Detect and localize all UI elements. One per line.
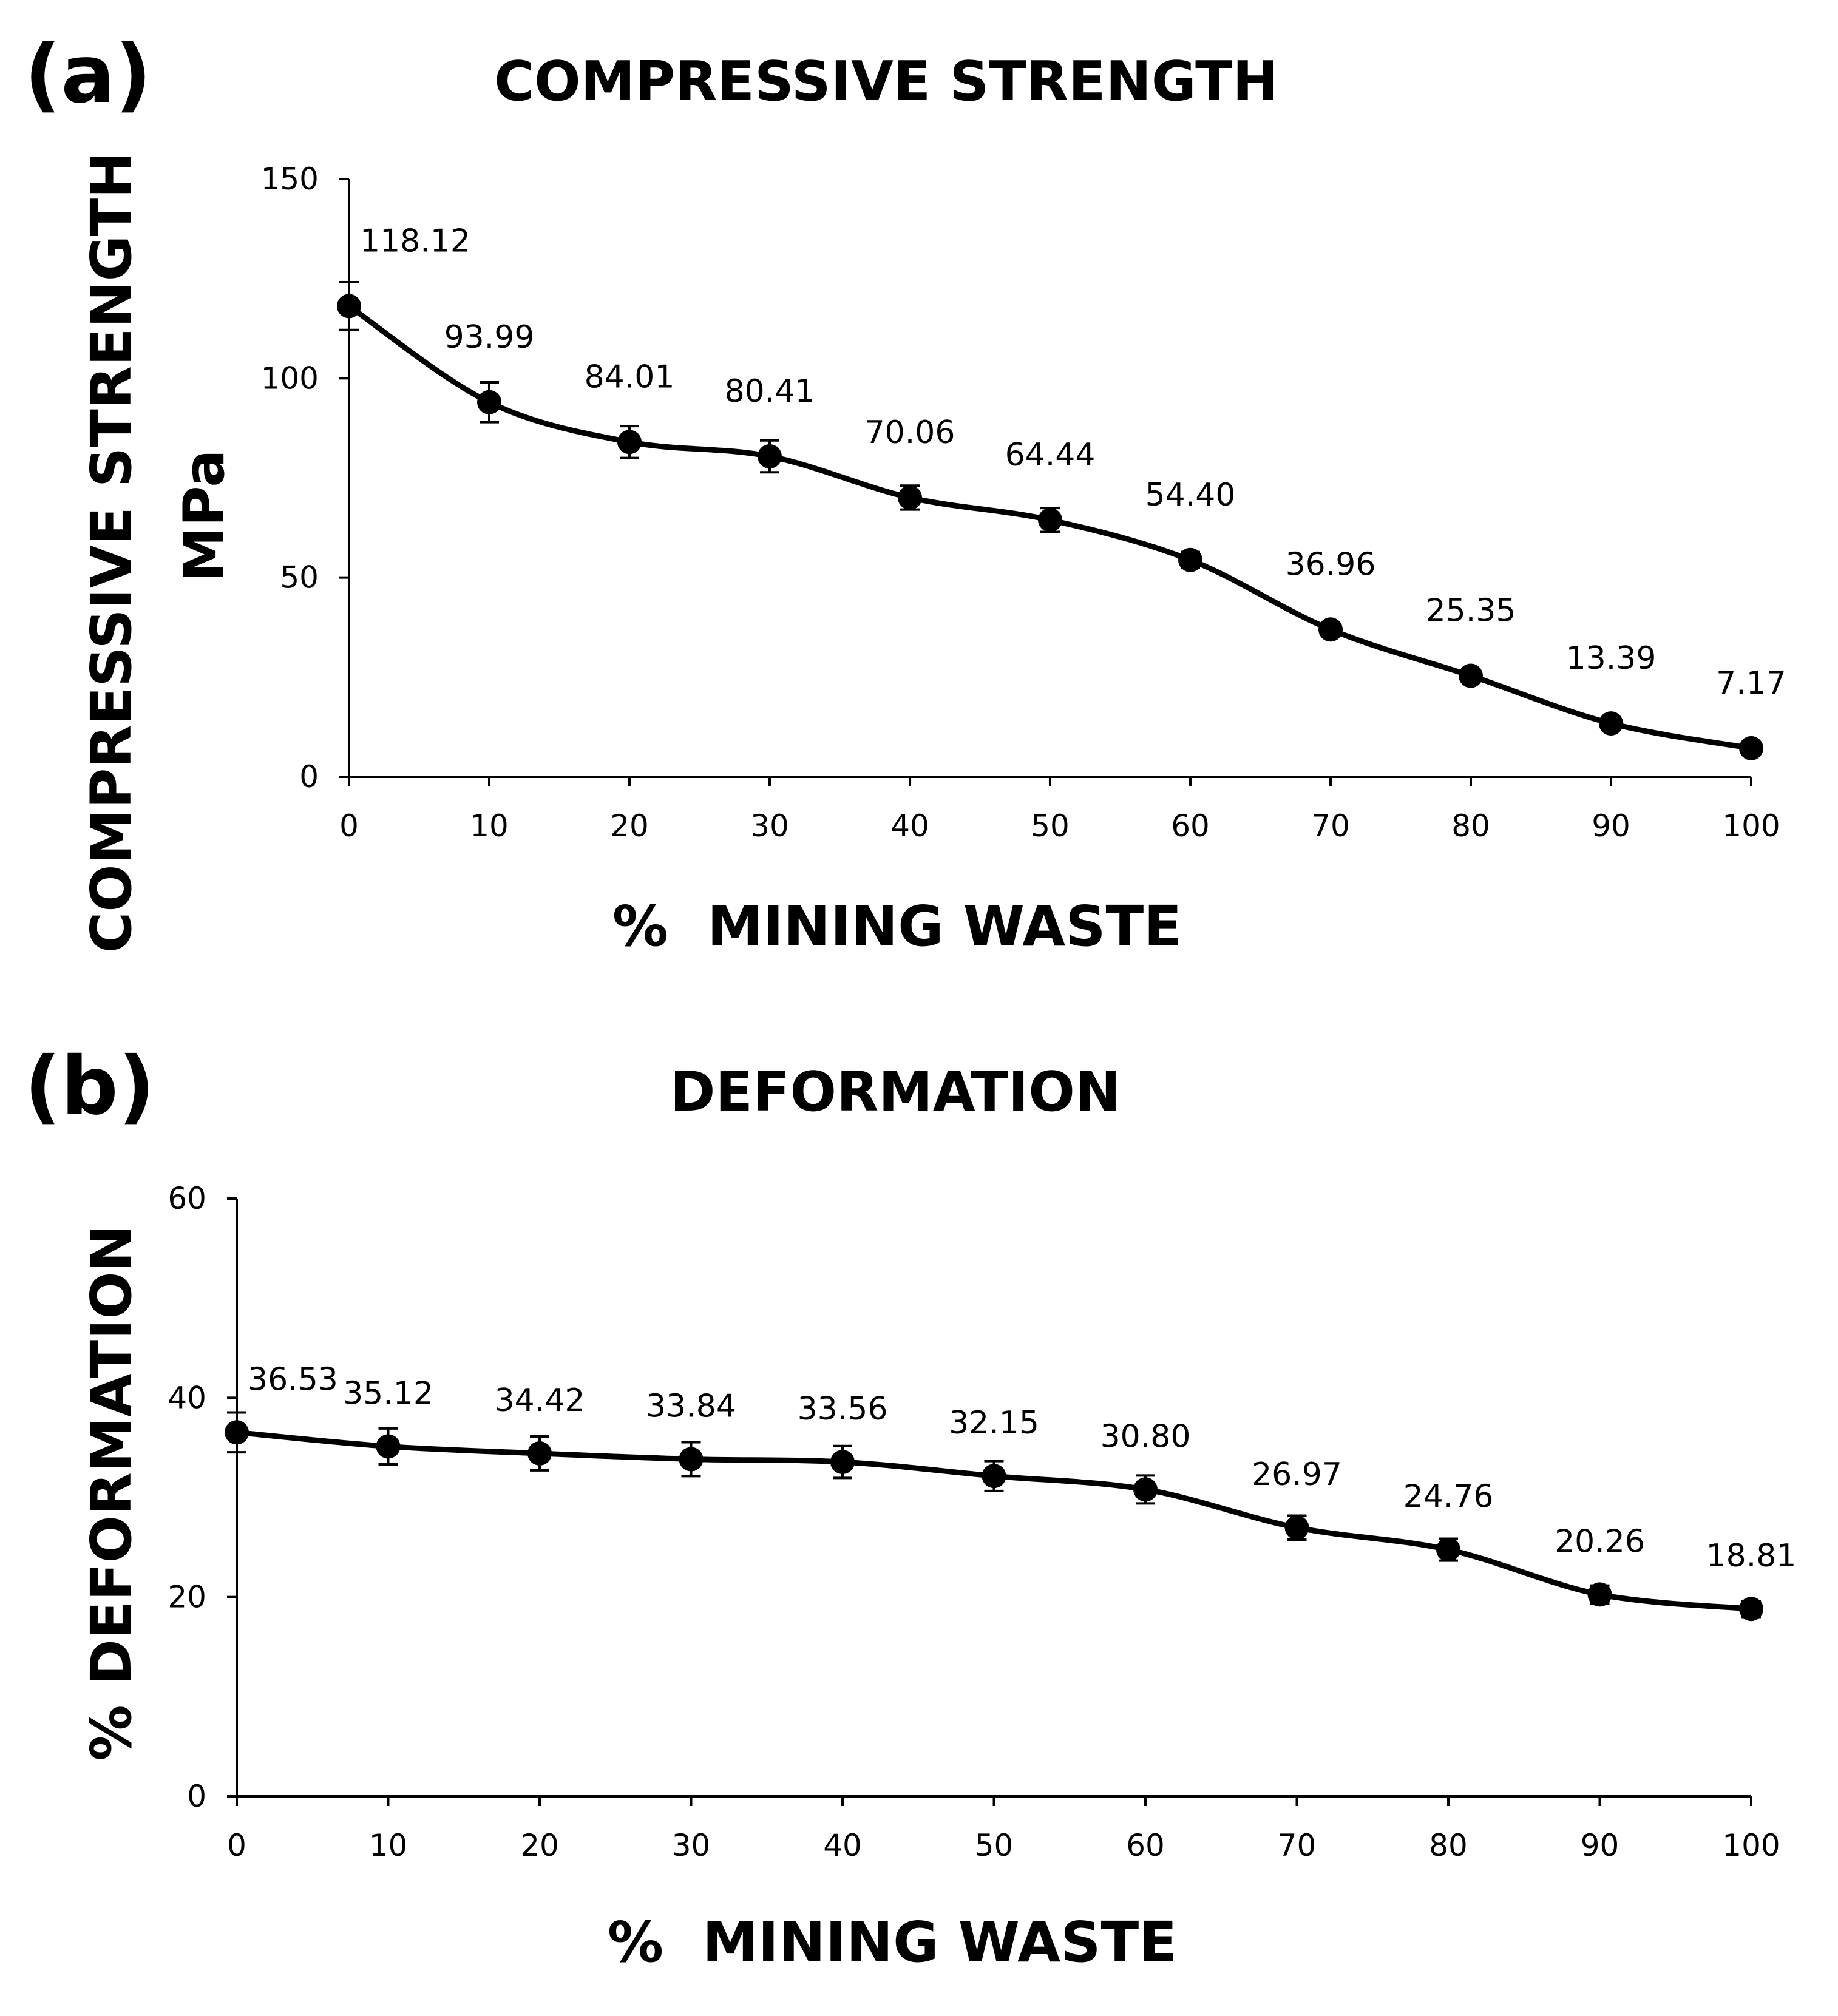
data-label-a: 54.40 [1145,477,1236,513]
data-point-b [1587,1582,1612,1607]
panel-label-a: (a) [24,28,152,121]
data-point-a [337,294,361,319]
x-tick-label-a: 70 [1311,808,1350,844]
data-point-a [1178,547,1202,572]
data-point-a [1739,736,1763,760]
x-tick-label-b: 100 [1722,1828,1780,1863]
data-label-b: 33.56 [798,1391,888,1427]
data-label-b: 32.15 [949,1405,1039,1441]
data-label-a: 70.06 [865,414,955,451]
data-label-b: 26.97 [1252,1456,1342,1493]
data-label-a: 84.01 [585,359,675,395]
x-tick-label-a: 80 [1451,808,1490,844]
y-axis-label-a-line1: COMPRESSIVE STRENGTH [79,152,144,953]
y-tick-label-b: 40 [168,1380,206,1415]
data-label-b: 20.26 [1555,1523,1645,1560]
chart-title-a: COMPRESSIVE STRENGTH [494,50,1278,113]
y-tick-label-a: 50 [280,560,319,595]
x-tick-label-b: 10 [369,1828,408,1863]
data-point-b [982,1464,1006,1489]
x-tick-label-a: 30 [750,808,789,844]
y-axis-label-b: % DEFORMATION [79,1225,144,1761]
data-label-a: 25.35 [1426,593,1516,629]
data-point-b [1284,1515,1309,1540]
data-point-b [527,1441,552,1466]
data-label-a: 13.39 [1566,640,1657,677]
series-a: 118.12 93.99 84.01 80.41 70.06 64.44 54.40 36.9… [337,223,1786,760]
data-label-a: 93.99 [444,319,535,356]
x-tick-label-a: 10 [470,808,509,844]
data-point-a [617,430,642,455]
data-point-a [477,390,501,414]
x-tick-label-b: 60 [1126,1828,1165,1863]
data-point-b [1436,1537,1460,1562]
x-tick-label-b: 0 [227,1828,246,1863]
y-tick-label-b: 20 [168,1580,206,1615]
data-label-b: 36.53 [248,1361,338,1398]
data-label-b: 35.12 [343,1375,433,1412]
series-b: 36.53 35.12 34.42 33.84 33.56 32.15 30.80 26.97… [225,1361,1797,1622]
y-tick-label-b: 60 [168,1181,206,1216]
y-tick-label-a: 0 [299,759,319,794]
data-label-b: 33.84 [646,1388,736,1424]
x-tick-label-b: 40 [823,1828,862,1863]
data-label-a: 36.96 [1286,546,1376,583]
x-tick-label-b: 30 [672,1828,711,1863]
data-label-a: 7.17 [1716,665,1786,702]
x-tick-label-b: 50 [975,1828,1014,1863]
data-label-b: 34.42 [495,1382,585,1419]
data-label-b: 30.80 [1100,1418,1191,1455]
data-point-b [376,1434,401,1459]
data-point-a [898,485,922,510]
series-line-b [234,1429,1754,1612]
data-label-a: 80.41 [725,373,815,410]
data-point-a [1459,663,1483,688]
data-label-a: 118.12 [360,223,470,259]
data-point-b [830,1450,855,1475]
x-tick-label-a: 50 [1031,808,1070,844]
x-tick-label-a: 60 [1171,808,1210,844]
data-point-a [1318,617,1343,642]
data-point-a [1599,711,1623,736]
x-axis-label-a: % MINING WASTE [612,894,1182,959]
y-tick-label-b: 0 [187,1779,206,1814]
data-label-b: 24.76 [1403,1479,1494,1515]
x-tick-label-b: 90 [1581,1828,1619,1863]
data-point-a [758,444,782,468]
y-tick-label-a: 150 [261,161,319,197]
x-axis-label-b: % MINING WASTE [608,1910,1177,1975]
x-tick-label-b: 20 [520,1828,559,1863]
data-point-b [1133,1477,1158,1502]
x-tick-label-a: 0 [339,808,359,844]
panel-deformation: (b) DEFORMATION 0 20 40 60 0 10 20 30 40 50 60 70 80… [24,1040,1796,1975]
x-tick-label-b: 80 [1429,1828,1468,1863]
data-point-b [679,1447,704,1472]
y-axis-label-a-line2: MPa [172,450,237,583]
panel-label-b: (b) [24,1040,155,1133]
x-tick-label-a: 40 [890,808,929,844]
x-tick-label-a: 100 [1722,808,1780,844]
x-tick-label-b: 70 [1278,1828,1317,1863]
x-tick-label-a: 20 [610,808,649,844]
panel-compressive-strength: (a) COMPRESSIVE STRENGTH 0 50 100 150 0 10 20 3… [24,28,1786,959]
chart-title-b: DEFORMATION [670,1060,1121,1124]
y-tick-label-a: 100 [261,360,319,396]
data-point-b [1739,1597,1763,1622]
axes-a: 0 50 100 150 0 10 20 30 40 50 60 70 80 90 100 [261,161,1780,844]
data-point-b [225,1420,249,1445]
data-point-a [1038,507,1062,532]
x-tick-label-a: 90 [1592,808,1630,844]
data-label-b: 18.81 [1706,1538,1797,1574]
axes-b: 0 20 40 60 0 10 20 30 40 50 60 70 80 90 100 [168,1181,1780,1863]
data-label-a: 64.44 [1005,437,1096,473]
